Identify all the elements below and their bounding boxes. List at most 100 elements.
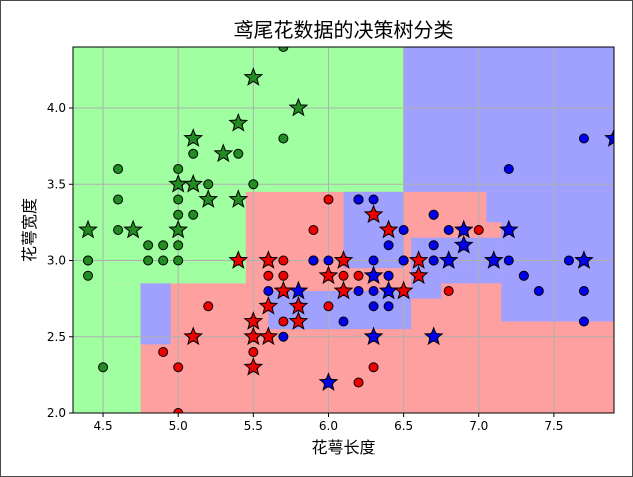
region-class-2 xyxy=(501,191,614,322)
train-point-class0 xyxy=(113,164,124,174)
test-point-class0 xyxy=(123,219,144,239)
x-tick-label: 7.5 xyxy=(544,419,563,433)
y-axis-label: 花萼宽度 xyxy=(20,198,39,262)
test-point-class0 xyxy=(78,219,98,239)
test-point-class1 xyxy=(333,280,354,300)
train-point-class2 xyxy=(443,225,454,235)
test-point-class2 xyxy=(483,250,504,269)
train-point-class1 xyxy=(158,347,169,357)
test-point-class1 xyxy=(228,250,249,269)
y-tick-label: 3.0 xyxy=(47,254,66,268)
test-point-class0 xyxy=(198,189,219,208)
test-point-class2 xyxy=(604,128,614,147)
x-tick-label: 5.0 xyxy=(169,419,188,433)
train-point-class1 xyxy=(278,255,289,266)
test-point-class2 xyxy=(378,280,399,300)
train-point-class2 xyxy=(398,255,409,266)
train-point-class2 xyxy=(368,255,379,266)
train-point-class1 xyxy=(368,362,379,373)
train-point-class2 xyxy=(368,286,379,296)
plot-area-border xyxy=(72,46,615,414)
train-point-class0 xyxy=(83,255,94,266)
train-point-class0 xyxy=(188,209,199,220)
train-point-class2 xyxy=(533,286,544,296)
test-point-class1 xyxy=(378,219,399,239)
test-point-class1 xyxy=(258,295,279,315)
x-tick-label: 7.0 xyxy=(469,419,488,433)
train-point-class1 xyxy=(353,377,364,388)
train-point-class2 xyxy=(368,194,379,205)
test-point-class2 xyxy=(363,265,384,285)
train-point-class1 xyxy=(248,347,259,357)
train-point-class1 xyxy=(353,270,364,281)
test-point-class1 xyxy=(363,204,384,224)
test-point-class0 xyxy=(183,128,204,147)
test-point-class1 xyxy=(183,326,204,346)
test-point-class0 xyxy=(213,143,234,163)
train-point-class2 xyxy=(428,255,439,266)
train-point-class1 xyxy=(323,301,334,312)
test-point-class1 xyxy=(288,295,309,315)
x-tick-label: 4.5 xyxy=(94,419,113,433)
test-point-class2 xyxy=(574,250,594,269)
train-point-class2 xyxy=(338,316,349,327)
region-class-2 xyxy=(441,268,502,284)
train-point-class2 xyxy=(578,286,589,296)
train-point-class0 xyxy=(158,240,169,251)
train-point-class2 xyxy=(503,255,514,266)
train-point-class2 xyxy=(383,301,394,312)
train-point-class2 xyxy=(428,209,439,220)
train-point-class1 xyxy=(278,316,289,327)
watermark: https://blog.csdn.net/weixin_46649052 xyxy=(371,452,625,467)
axis-ticks: 4.5 5.0 5.5 6.0 6.5 7.0 7.5 2.0 2.5 3.0 3.5 4.0 xyxy=(47,101,564,433)
y-tick-label: 4.0 xyxy=(47,101,66,115)
train-point-class1 xyxy=(263,270,274,281)
y-tick-label: 2.0 xyxy=(47,406,66,420)
train-point-class0 xyxy=(113,194,124,205)
test-point-class1 xyxy=(288,311,309,330)
train-point-class0 xyxy=(278,47,289,52)
train-point-class2 xyxy=(518,270,529,281)
test-point-class2 xyxy=(438,250,459,269)
train-point-class0 xyxy=(278,133,289,144)
test-point-class0 xyxy=(288,97,309,117)
y-tick-label: 3.5 xyxy=(47,177,66,191)
test-point-class0 xyxy=(228,112,249,132)
train-point-class0 xyxy=(98,362,109,373)
x-tick-label: 5.5 xyxy=(244,419,263,433)
train-point-class2 xyxy=(368,301,379,312)
train-point-class0 xyxy=(173,240,184,251)
train-point-class2 xyxy=(308,255,319,266)
train-point-class1 xyxy=(308,225,319,235)
train-point-class2 xyxy=(383,270,394,281)
test-point-class2 xyxy=(288,280,309,300)
train-point-class0 xyxy=(143,240,154,251)
train-point-class0 xyxy=(143,255,154,266)
test-point-class0 xyxy=(228,189,249,208)
test-point-class1 xyxy=(408,250,429,269)
train-point-class2 xyxy=(383,240,394,251)
x-axis-label: 花萼长度 xyxy=(311,438,375,457)
test-point-class1 xyxy=(258,326,279,346)
test-point-class0 xyxy=(243,67,264,86)
train-point-class2 xyxy=(578,316,589,327)
train-point-class0 xyxy=(173,164,184,174)
test-point-class2 xyxy=(423,326,444,346)
train-point-class0 xyxy=(203,179,214,190)
region-class-0 xyxy=(73,283,141,413)
x-tick-label: 6.5 xyxy=(394,419,413,433)
train-point-class1 xyxy=(473,225,484,235)
test-point-class1 xyxy=(408,265,429,285)
test-point-class0 xyxy=(183,173,204,193)
x-tick-label: 6.0 xyxy=(319,419,338,433)
train-point-class2 xyxy=(503,164,514,174)
test-point-class1 xyxy=(243,356,264,376)
test-point-class1 xyxy=(318,265,339,285)
test-point-class2 xyxy=(498,219,519,239)
train-point-class0 xyxy=(83,270,94,281)
train-point-class2 xyxy=(278,331,289,342)
train-point-class2 xyxy=(353,194,364,205)
train-point-class1 xyxy=(323,194,334,205)
